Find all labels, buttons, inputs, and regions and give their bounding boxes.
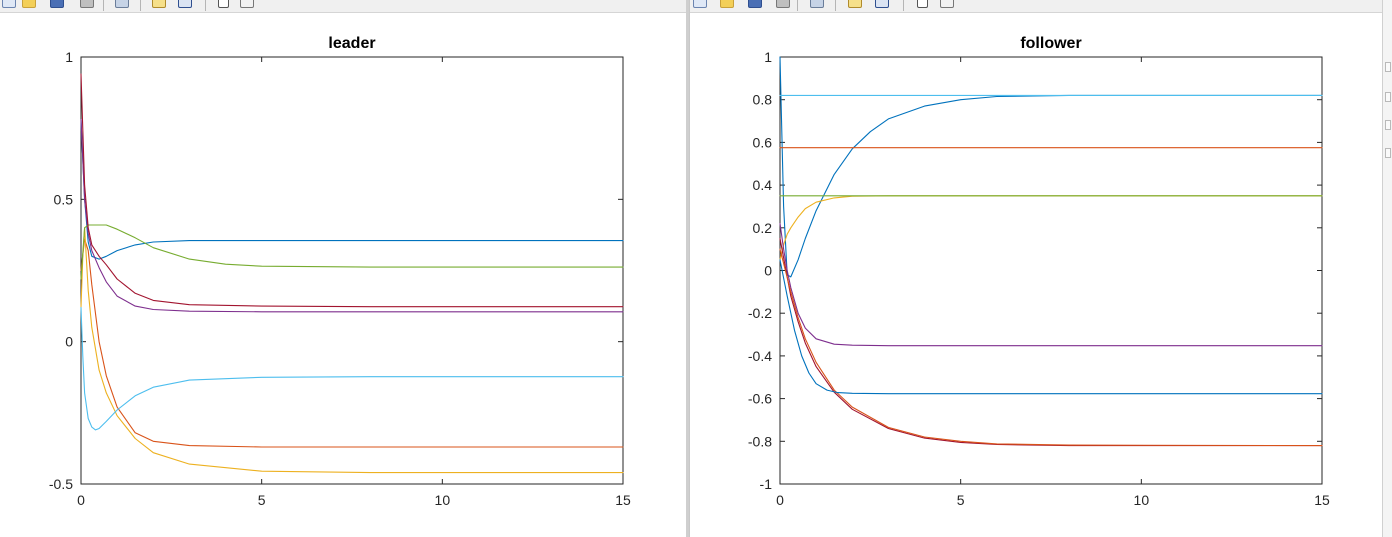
series-line-8 xyxy=(779,248,1323,447)
y-tick-label: 0.8 xyxy=(753,92,773,108)
edge-marker xyxy=(1385,148,1391,158)
figure-window-leader: leader 0 5 10 15 -0.5 0 0.5 1 xyxy=(0,0,686,537)
edge-marker xyxy=(1385,120,1391,130)
toolbar-separator xyxy=(797,0,798,11)
chart-title: leader xyxy=(328,35,375,52)
new-figure-icon[interactable] xyxy=(693,0,707,8)
y-tick-label: 0.6 xyxy=(753,134,773,150)
new-document-icon[interactable] xyxy=(848,0,862,8)
x-tick-label: 10 xyxy=(1134,492,1150,508)
series-line-1 xyxy=(80,119,624,260)
series-line-3 xyxy=(80,227,624,474)
plot-tools-icon[interactable] xyxy=(240,0,254,8)
toolbar-separator xyxy=(205,0,206,11)
insert-colorbar-icon[interactable] xyxy=(875,0,889,8)
plot-tools-icon[interactable] xyxy=(940,0,954,8)
x-tick-label: 0 xyxy=(776,492,784,508)
link-icon[interactable] xyxy=(115,0,129,8)
open-file-icon[interactable] xyxy=(720,0,734,8)
print-icon[interactable] xyxy=(80,0,94,8)
figure-window-follower: follower 0 5 10 15 -1 -0.8 -0.6 -0.4 -0.2 0 0.2 0.4 0… xyxy=(689,0,1392,537)
save-icon[interactable] xyxy=(748,0,762,8)
window-divider xyxy=(686,0,689,537)
y-tick-label: -0.4 xyxy=(748,348,772,364)
open-file-icon[interactable] xyxy=(22,0,36,8)
chart-title: follower xyxy=(1020,35,1081,52)
x-tick-label: 5 xyxy=(957,492,965,508)
link-icon[interactable] xyxy=(810,0,824,8)
follower-chart: follower 0 5 10 15 -1 -0.8 -0.6 -0.4 -0.2 0 0.2 0.4 0… xyxy=(748,35,1330,508)
toolbar-separator xyxy=(103,0,104,11)
window-edge xyxy=(1382,0,1392,537)
figure-toolbar xyxy=(690,0,1392,13)
x-tick-label: 5 xyxy=(258,492,266,508)
figure-toolbar xyxy=(0,0,686,13)
edge-marker xyxy=(1385,92,1391,102)
y-tick-label: -0.2 xyxy=(748,305,772,321)
y-tick-label: 0.4 xyxy=(753,177,773,193)
series-line-9 xyxy=(779,259,1323,395)
series-line-1 xyxy=(779,56,1323,278)
y-tick-label: 1 xyxy=(764,49,772,65)
toolbar-separator xyxy=(903,0,904,11)
new-document-icon[interactable] xyxy=(152,0,166,8)
pointer-icon[interactable] xyxy=(218,0,229,8)
plot-area xyxy=(80,56,624,485)
y-tick-label: 0 xyxy=(764,263,772,279)
series-line-6 xyxy=(80,306,624,431)
y-tick-label: 0 xyxy=(65,334,73,350)
x-tick-label: 0 xyxy=(77,492,85,508)
x-tick-label: 15 xyxy=(1314,492,1330,508)
y-tick-label: -0.5 xyxy=(49,476,73,492)
y-tick-label: 0.5 xyxy=(54,191,74,207)
toolbar-separator xyxy=(140,0,141,11)
plot-area xyxy=(779,56,1323,485)
insert-colorbar-icon[interactable] xyxy=(178,0,192,8)
x-tick-label: 10 xyxy=(435,492,451,508)
y-tick-label: 0.2 xyxy=(753,220,773,236)
y-tick-label: -0.8 xyxy=(748,433,772,449)
series-line-5 xyxy=(80,224,624,280)
save-icon[interactable] xyxy=(50,0,64,8)
x-tick-label: 15 xyxy=(615,492,631,508)
edge-marker xyxy=(1385,62,1391,72)
series-line-2 xyxy=(80,238,624,448)
y-tick-label: -0.6 xyxy=(748,391,772,407)
series-line-7 xyxy=(80,73,624,308)
new-figure-icon[interactable] xyxy=(2,0,16,8)
print-icon[interactable] xyxy=(776,0,790,8)
toolbar-separator xyxy=(835,0,836,11)
y-tick-label: 1 xyxy=(65,49,73,65)
series-line-4 xyxy=(779,222,1323,347)
series-line-7 xyxy=(779,237,1323,447)
pointer-icon[interactable] xyxy=(917,0,928,8)
y-tick-label: -1 xyxy=(760,476,773,492)
series-line-4 xyxy=(80,119,624,313)
